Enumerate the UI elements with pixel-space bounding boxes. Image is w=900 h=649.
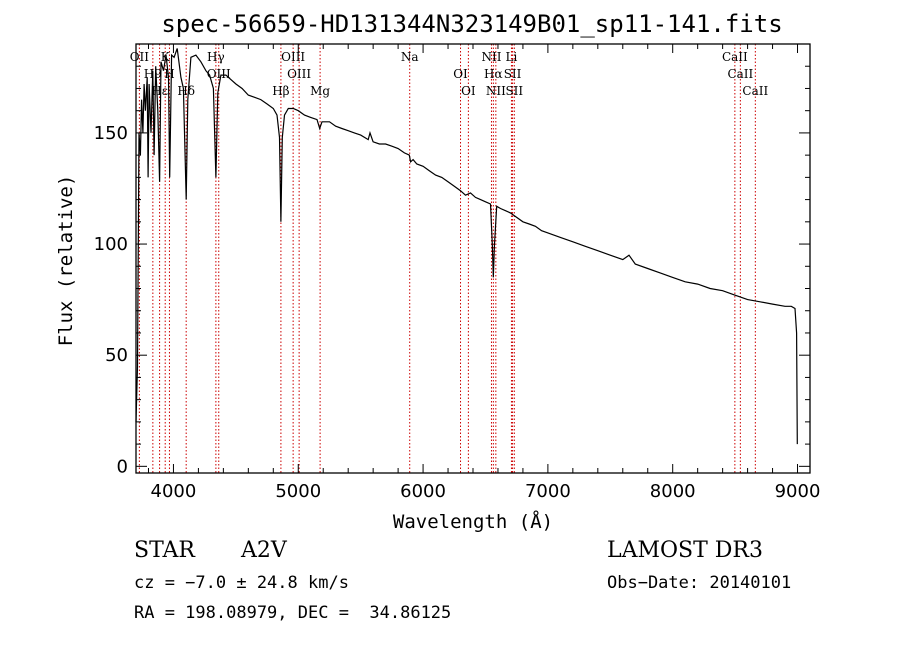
y-tick-label: 150 [94,123,128,144]
marker-label: SII [505,84,523,98]
marker-label: Hα [484,67,503,81]
x-tick-label: 7000 [525,481,571,502]
marker-label: CaII [722,50,748,64]
marker-label: H9 [144,67,162,81]
x-axis-label: Wavelength (Å) [393,510,553,533]
object-class: STAR [134,538,195,563]
axis-ticks: 4000 5000 6000 7000 8000 9000 0 50 100 150 [94,44,821,502]
marker-label: OIII [287,67,311,81]
chart-title: spec-56659-HD131344N323149B01_sp11-141.f… [161,10,782,38]
y-tick-label: 50 [105,345,128,366]
marker-label: Li [506,50,518,64]
x-tick-label: 4000 [151,481,197,502]
marker-label: NII [481,50,501,64]
marker-label: Hγ [207,50,225,64]
marker-label: Mg [310,84,330,98]
object-subclass: A2V [241,538,287,563]
marker-label: NII [486,84,506,98]
coordinates: RA = 198.08979, DEC = 34.86125 [134,603,452,623]
marker-label: K [161,50,171,64]
plot-frame [135,43,811,474]
x-tick-label: 8000 [650,481,696,502]
marker-label: CaII [742,84,768,98]
redshift-cz: cz = −7.0 ± 24.8 km/s [134,573,349,593]
obs-date: Obs−Date: 20140101 [607,573,792,593]
x-tick-label: 9000 [775,481,821,502]
marker-label: Hε [151,84,168,98]
y-tick-label: 100 [94,234,128,255]
x-tick-label: 6000 [400,481,446,502]
marker-label: OII [130,50,150,64]
marker-label: H [164,67,174,81]
marker-label: OI [461,84,476,98]
marker-label: OI [453,67,468,81]
marker-label: CaII [727,67,753,81]
marker-label: Hβ [272,84,289,98]
marker-label: OIII [207,67,231,81]
marker-label: OIII [281,50,305,64]
marker-label: SII [504,67,522,81]
marker-label: Na [401,50,419,64]
marker-label: Hδ [177,84,195,98]
y-axis-label: Flux (relative) [55,175,77,347]
survey-name: LAMOST DR3 [607,538,763,563]
x-tick-label: 5000 [275,481,321,502]
line-markers [138,44,756,473]
y-tick-label: 0 [117,456,128,477]
spectrum-line [135,48,798,445]
